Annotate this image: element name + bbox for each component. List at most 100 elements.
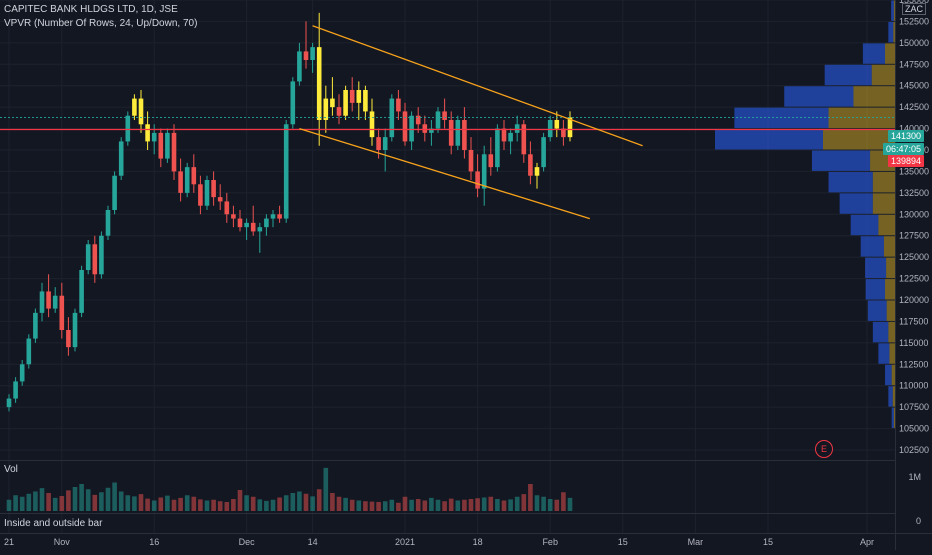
candle-body (85, 244, 91, 270)
volume-bar (468, 499, 474, 511)
volume-pane-label[interactable]: Vol (4, 464, 18, 475)
candle-body (204, 180, 210, 206)
volume-bar (310, 496, 315, 511)
candle-body (316, 47, 322, 121)
symbol-title[interactable]: CAPITEC BANK HLDGS LTD, 1D, JSE (4, 4, 178, 15)
price-tick-label: 155000 (899, 0, 929, 5)
time-tick-label: 15 (763, 537, 773, 547)
volume-bar (277, 497, 282, 511)
volume-bar (521, 494, 527, 511)
volume-bar (244, 495, 249, 511)
candle-body (409, 115, 414, 142)
candle-body (481, 154, 487, 189)
volume-profile-down (888, 321, 895, 343)
volume-profile-up (891, 0, 894, 21)
overlay-lines[interactable] (0, 25, 895, 220)
price-tick-label: 152500 (899, 16, 929, 26)
volume-bar (46, 493, 51, 511)
candle-body (501, 128, 507, 142)
candle-body (488, 154, 494, 168)
volume-bar (448, 498, 454, 511)
volume-bar (178, 497, 183, 511)
candle-body (547, 120, 553, 138)
candle-body (462, 120, 467, 150)
volume-bar (19, 496, 25, 511)
candles (6, 12, 573, 412)
candle-body (429, 128, 434, 133)
candle-body (277, 214, 282, 219)
candle-body (475, 171, 480, 189)
volume-bar (66, 490, 71, 511)
price-tick-label: 107500 (899, 402, 929, 412)
price-axis[interactable]: 102500 105000 107500 110000 112500 115000 1175… (899, 0, 929, 455)
indicator-legend[interactable]: VPVR (Number Of Rows, 24, Up/Down, 70) (4, 18, 198, 29)
volume-bar (79, 484, 84, 511)
volume-bar (303, 493, 309, 511)
volume-bar (250, 496, 256, 511)
volume-bar (547, 499, 553, 511)
candle-body (567, 117, 573, 138)
candle-body (211, 180, 216, 198)
candle-body (125, 115, 131, 142)
volume-profile-down (886, 300, 895, 321)
volume-bar (217, 501, 223, 511)
candle-body (6, 398, 12, 408)
candle-body (534, 167, 540, 176)
candle-body (224, 201, 230, 215)
time-tick-label: 18 (473, 537, 483, 547)
volume-profile-up (865, 257, 887, 279)
volume-profile-up (888, 386, 893, 407)
volume-bar (237, 490, 243, 511)
volume-bar (534, 495, 540, 511)
time-axis[interactable]: 21 Nov 16 Dec 14 2021 18 Feb 15 Mar 15 Apr (4, 537, 874, 547)
volume-profile-up (734, 107, 829, 129)
candle-body (217, 197, 223, 202)
volume-bar (204, 500, 210, 511)
candle-body (415, 115, 421, 125)
volume-profile-up (850, 214, 879, 236)
volume-bar (336, 496, 342, 511)
candle-body (250, 222, 256, 232)
time-tick-label: 14 (308, 537, 318, 547)
volume-bar (59, 496, 65, 511)
volume-bars (6, 467, 573, 511)
volume-profile-down (878, 214, 895, 236)
volume-bar (554, 499, 560, 511)
candle-body (264, 218, 269, 228)
volume-bar (270, 499, 276, 511)
candle-body (198, 184, 203, 206)
indicator-pane-label[interactable]: Inside and outside bar (4, 518, 103, 529)
volume-bar (561, 492, 566, 511)
indicator-axis-zero-label: 0 (915, 516, 921, 526)
volume-profile-up (784, 86, 854, 107)
volume-bar (283, 495, 289, 511)
candle-body (244, 222, 249, 228)
candle-body (257, 227, 263, 232)
volume-bar (376, 502, 381, 511)
time-tick-label: 21 (4, 537, 14, 547)
time-tick-label: Apr (860, 537, 874, 547)
price-tick-label: 142500 (899, 102, 929, 112)
volume-profile-up (811, 150, 871, 171)
candle-body (52, 295, 58, 309)
time-tick-label: 2021 (395, 537, 415, 547)
volume-bar (495, 499, 500, 511)
earnings-event-icon[interactable]: E (815, 440, 833, 458)
volume-bar (369, 501, 375, 511)
candle-body (310, 47, 315, 60)
volume-profile-up (891, 407, 894, 429)
bar-countdown-tag: 06:47:05 (882, 143, 924, 155)
currency-badge[interactable]: ZAC (902, 3, 926, 15)
volume-profile-down (889, 343, 895, 364)
candle-body (336, 107, 342, 116)
candle-body (112, 175, 117, 210)
volume-profile-down (886, 257, 895, 279)
price-tick-label: 122500 (899, 274, 929, 284)
price-tick-label: 127500 (899, 231, 929, 241)
candle-body (514, 124, 520, 133)
volume-profile-up (839, 193, 873, 214)
volume-profile-down (892, 386, 895, 407)
candle-body (138, 98, 144, 125)
